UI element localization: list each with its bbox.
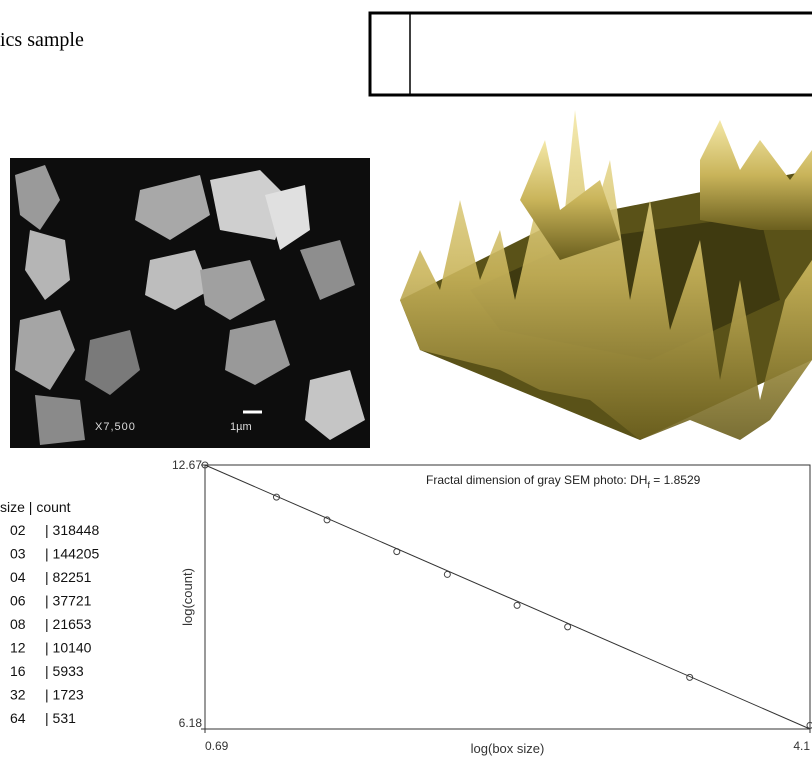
table-cell: | 318448 — [45, 522, 99, 538]
sem-photo: X7,500 1µm — [10, 158, 370, 448]
y-axis-label: log(count) — [180, 568, 195, 626]
chart: 6.18 12.67 0.69 4.1 log(box size) log(count) F… — [172, 458, 812, 756]
table-cell: | 5933 — [45, 663, 84, 679]
x-tick-label: 0.69 — [205, 739, 229, 753]
y-tick-label: 12.67 — [172, 458, 202, 472]
table-cell: 03 — [10, 546, 26, 562]
table-cell: | 144205 — [45, 546, 99, 562]
screenshot: ics sample X7,500 1µm size | count 02 | 31… — [0, 0, 812, 757]
table-cell: 32 — [10, 687, 26, 703]
y-tick-label: 6.18 — [179, 716, 203, 730]
magnification-label: X7,500 — [95, 421, 136, 433]
data-table: size | count 02 | 318448 03 | 144205 04 | 8225… — [0, 499, 99, 726]
table-cell: | 10140 — [45, 640, 92, 656]
scale-bar-label: 1µm — [230, 421, 252, 433]
title-fragment: ics sample — [0, 29, 84, 51]
annotation-text: Fractal dimension of gray SEM photo: DH — [426, 473, 647, 487]
table-cell: | 1723 — [45, 687, 84, 703]
table-cell: 08 — [10, 616, 26, 632]
surface-plot — [400, 110, 812, 440]
table-cell: 06 — [10, 593, 26, 609]
table-cell: 12 — [10, 640, 26, 656]
table-cell: 02 — [10, 522, 26, 538]
table-cell: 04 — [10, 569, 26, 585]
table-cell: | 37721 — [45, 593, 92, 609]
table-cell: | 82251 — [45, 569, 92, 585]
table-cell: | 531 — [45, 710, 76, 726]
table-cell: 16 — [10, 663, 26, 679]
empty-panel — [370, 13, 812, 95]
annotation-value: = 1.8529 — [650, 473, 701, 487]
table-cell: 64 — [10, 710, 26, 726]
table-cell: | 21653 — [45, 616, 92, 632]
x-tick-label: 4.1 — [793, 739, 810, 753]
x-axis-label: log(box size) — [471, 741, 545, 756]
table-header: size | count — [0, 499, 71, 515]
